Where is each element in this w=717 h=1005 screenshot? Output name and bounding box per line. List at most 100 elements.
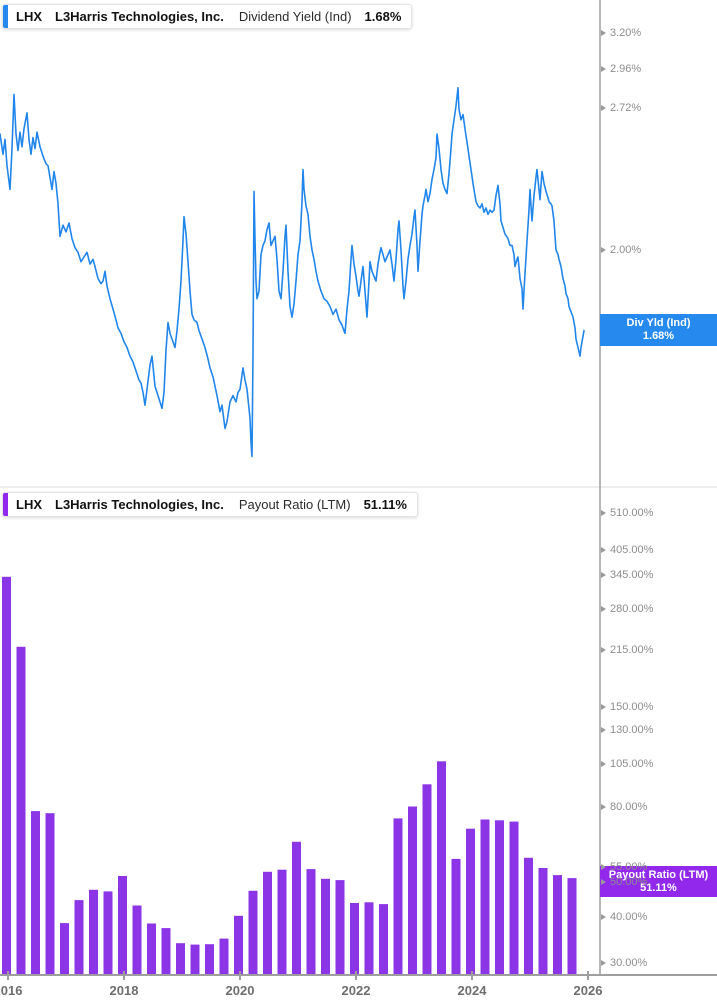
badge-label: Payout Ratio (LTM) [608, 868, 709, 881]
payout-ratio-bar[interactable] [495, 820, 504, 975]
payout-ratio-bar[interactable] [335, 880, 345, 975]
company-name: L3Harris Technologies, Inc. [55, 9, 224, 24]
company-name: L3Harris Technologies, Inc. [55, 497, 224, 512]
payout-ratio-bar[interactable] [190, 944, 200, 975]
payout-ratio-y-label: 55.00% [610, 860, 648, 873]
dividend-yield-y-label: 2.72% [610, 101, 642, 114]
payout-ratio-bar[interactable] [538, 868, 548, 975]
payout-ratio-bar[interactable] [321, 878, 330, 975]
payout-ratio-y-label: 345.00% [610, 569, 654, 582]
payout-ratio-y-tick [601, 959, 606, 966]
payout-ratio-y-tick [601, 727, 606, 734]
metric-value: 51.11% [363, 497, 407, 512]
payout-ratio-last-value-badge: Payout Ratio (LTM) 51.11% [600, 866, 717, 897]
payout-ratio-bar[interactable] [364, 902, 374, 975]
payout-ratio-y-label: 80.00% [610, 801, 648, 814]
payout-ratio-y-tick [601, 510, 606, 517]
payout-ratio-y-tick [601, 647, 606, 654]
dividend-yield-y-tick [601, 247, 606, 253]
payout-ratio-bar[interactable] [132, 905, 142, 976]
metric-name: Payout Ratio (LTM) [238, 497, 351, 512]
payout-ratio-bar[interactable] [451, 858, 461, 975]
payout-ratio-y-tick [601, 914, 606, 920]
x-axis-year-label: 2024 [457, 983, 487, 998]
payout-ratio-bar[interactable] [466, 828, 475, 975]
payout-ratio-y-tick [601, 761, 606, 768]
payout-ratio-bar[interactable] [103, 891, 113, 975]
payout-ratio-bar[interactable] [350, 903, 359, 975]
payout-ratio-bar[interactable] [277, 869, 287, 975]
payout-ratio-y-tick [601, 704, 606, 711]
payout-ratio-bar[interactable] [408, 806, 417, 976]
payout-ratio-bar[interactable] [567, 878, 577, 975]
payout-ratio-bar[interactable] [480, 819, 490, 976]
payout-ratio-bar[interactable] [524, 857, 533, 975]
payout-ratio-bar[interactable] [45, 813, 55, 975]
payout-ratio-y-tick [601, 804, 606, 811]
badge-value: 51.11% [640, 881, 677, 894]
payout-ratio-y-tick [601, 605, 606, 612]
dividend-yield-y-label: 2.00% [610, 244, 642, 256]
payout-ratio-bar[interactable] [379, 904, 388, 975]
payout-ratio-y-label: 280.00% [610, 602, 654, 615]
badge-value: 1.68% [642, 330, 675, 342]
payout-ratio-y-tick [601, 863, 606, 870]
payout-ratio-bar[interactable] [422, 784, 432, 975]
payout-ratio-legend[interactable]: LHX L3Harris Technologies, Inc. Payout R… [2, 492, 418, 517]
dividend-yield-y-label: 3.20% [610, 26, 642, 39]
payout-ratio-y-tick [601, 547, 606, 554]
payout-ratio-y-tick [601, 572, 606, 579]
dividend-yield-last-value-badge: Div Yld (Ind) 1.68% [600, 314, 717, 346]
badge-label: Div Yld (Ind) [626, 317, 691, 329]
dividend-yield-line[interactable] [0, 87, 585, 458]
dividend-yield-y-tick [601, 29, 606, 36]
payout-ratio-y-label: 150.00% [610, 701, 654, 714]
payout-ratio-bar[interactable] [2, 576, 11, 975]
payout-ratio-y-label: 510.00% [610, 507, 654, 520]
payout-ratio-bar[interactable] [219, 938, 229, 975]
dividend-yield-legend-accent [3, 5, 8, 28]
x-axis-year-label: 2018 [109, 983, 139, 998]
metric-value: 1.68% [364, 9, 402, 24]
payout-ratio-bar[interactable] [292, 841, 301, 975]
dividend-yield-y-tick [601, 65, 606, 72]
payout-ratio-bar[interactable] [263, 871, 272, 975]
payout-ratio-y-label: 30.00% [610, 956, 648, 969]
payout-ratio-bar[interactable] [176, 943, 185, 975]
payout-ratio-y-label: 50.00% [610, 875, 648, 888]
payout-ratio-bar[interactable] [248, 890, 258, 975]
x-axis-year-label: 2020 [225, 983, 255, 998]
dividend-yield-y-label: 2.96% [610, 62, 642, 75]
x-axis-year-label: 2026 [573, 983, 603, 998]
payout-ratio-bar[interactable] [553, 875, 562, 975]
x-axis-year-label: 2016 [0, 983, 23, 998]
payout-ratio-bar[interactable] [509, 821, 519, 975]
payout-ratio-bar[interactable] [89, 889, 98, 975]
dividend-yield-legend[interactable]: LHX L3Harris Technologies, Inc. Dividend… [2, 4, 413, 29]
payout-ratio-bar[interactable] [60, 923, 69, 975]
payout-ratio-bar[interactable] [161, 928, 171, 975]
ticker-symbol: LHX [16, 9, 42, 24]
payout-ratio-bar[interactable] [234, 915, 243, 975]
payout-ratio-y-label: 215.00% [610, 644, 654, 657]
payout-ratio-bar[interactable] [118, 876, 127, 975]
payout-ratio-bar[interactable] [31, 811, 40, 975]
x-axis-year-label: 2022 [341, 983, 371, 998]
payout-ratio-bar[interactable] [306, 869, 316, 975]
ticker-symbol: LHX [16, 497, 42, 512]
payout-ratio-y-tick [601, 878, 606, 885]
metric-name: Dividend Yield (Ind) [238, 9, 352, 24]
payout-ratio-legend-accent [3, 493, 8, 516]
payout-ratio-bar[interactable] [74, 900, 84, 975]
payout-ratio-bar[interactable] [393, 818, 403, 975]
payout-ratio-bar[interactable] [16, 646, 26, 975]
payout-ratio-bar[interactable] [205, 944, 214, 975]
payout-ratio-y-label: 40.00% [610, 911, 648, 923]
payout-ratio-y-label: 105.00% [610, 758, 654, 771]
payout-ratio-y-label: 130.00% [610, 724, 654, 737]
dividend-yield-y-tick [601, 104, 606, 111]
payout-ratio-bar[interactable] [147, 923, 156, 976]
payout-ratio-bar[interactable] [437, 761, 446, 975]
